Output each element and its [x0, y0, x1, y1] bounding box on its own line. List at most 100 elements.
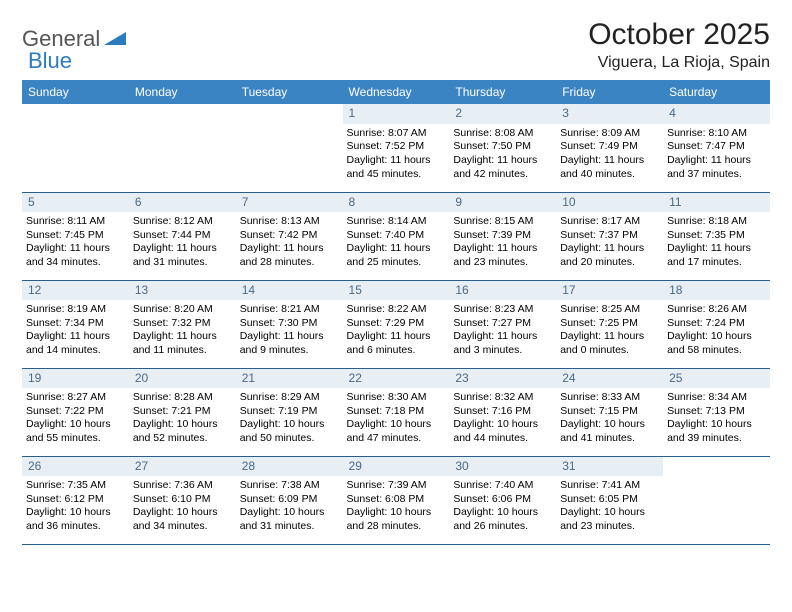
sunrise-text: Sunrise: 7:38 AM: [240, 479, 339, 493]
day-number: 18: [663, 281, 770, 301]
dow-header: Wednesday: [343, 80, 450, 104]
sunset-text: Sunset: 7:32 PM: [133, 317, 232, 331]
sunset-text: Sunset: 7:24 PM: [667, 317, 766, 331]
sunrise-text: Sunrise: 8:27 AM: [26, 391, 125, 405]
day-number: [236, 104, 343, 124]
dow-header: Friday: [556, 80, 663, 104]
day-number: 24: [556, 369, 663, 389]
daylight-text: Daylight: 11 hours and 37 minutes.: [667, 154, 766, 181]
day-cell: 6Sunrise: 8:12 AMSunset: 7:44 PMDaylight…: [129, 192, 236, 280]
day-cell: [663, 456, 770, 544]
day-cell: 1Sunrise: 8:07 AMSunset: 7:52 PMDaylight…: [343, 104, 450, 192]
sunset-text: Sunset: 6:05 PM: [560, 493, 659, 507]
day-cell: [22, 104, 129, 192]
day-cell: 20Sunrise: 8:28 AMSunset: 7:21 PMDayligh…: [129, 368, 236, 456]
day-number: 5: [22, 193, 129, 213]
daylight-text: Daylight: 11 hours and 14 minutes.: [26, 330, 125, 357]
sunrise-text: Sunrise: 8:23 AM: [453, 303, 552, 317]
day-cell: 22Sunrise: 8:30 AMSunset: 7:18 PMDayligh…: [343, 368, 450, 456]
week-row: 12Sunrise: 8:19 AMSunset: 7:34 PMDayligh…: [22, 280, 770, 368]
logo-triangle-icon: [104, 29, 126, 50]
daylight-text: Daylight: 10 hours and 34 minutes.: [133, 506, 232, 533]
sunrise-text: Sunrise: 8:08 AM: [453, 127, 552, 141]
daylight-text: Daylight: 11 hours and 25 minutes.: [347, 242, 446, 269]
logo: General: [22, 18, 128, 52]
day-cell: 31Sunrise: 7:41 AMSunset: 6:05 PMDayligh…: [556, 456, 663, 544]
daylight-text: Daylight: 10 hours and 31 minutes.: [240, 506, 339, 533]
dow-header: Tuesday: [236, 80, 343, 104]
sunset-text: Sunset: 7:29 PM: [347, 317, 446, 331]
sunset-text: Sunset: 6:09 PM: [240, 493, 339, 507]
sunrise-text: Sunrise: 8:10 AM: [667, 127, 766, 141]
day-cell: 12Sunrise: 8:19 AMSunset: 7:34 PMDayligh…: [22, 280, 129, 368]
daylight-text: Daylight: 10 hours and 41 minutes.: [560, 418, 659, 445]
daylight-text: Daylight: 11 hours and 40 minutes.: [560, 154, 659, 181]
header: General October 2025 Viguera, La Rioja, …: [22, 18, 770, 72]
day-number: [129, 104, 236, 124]
day-cell: 24 Sunrise: 8:33 AMSunset: 7:15 PMDayligh…: [556, 368, 663, 456]
sunset-text: Sunset: 7:18 PM: [347, 405, 446, 419]
month-title: October 2025: [588, 18, 770, 52]
daylight-text: Daylight: 11 hours and 0 minutes.: [560, 330, 659, 357]
sunset-text: Sunset: 7:21 PM: [133, 405, 232, 419]
sunset-text: Sunset: 7:39 PM: [453, 229, 552, 243]
day-number: 19: [22, 369, 129, 389]
week-row: 26Sunrise: 7:35 AMSunset: 6:12 PMDayligh…: [22, 456, 770, 544]
sunrise-text: Sunrise: 7:35 AM: [26, 479, 125, 493]
dow-header: Monday: [129, 80, 236, 104]
day-cell: 28Sunrise: 7:38 AMSunset: 6:09 PMDayligh…: [236, 456, 343, 544]
day-number: [22, 104, 129, 124]
sunset-text: Sunset: 7:27 PM: [453, 317, 552, 331]
sunset-text: Sunset: 7:22 PM: [26, 405, 125, 419]
day-number: 21: [236, 369, 343, 389]
day-number: 4: [663, 104, 770, 124]
sunrise-text: Sunrise: 8:22 AM: [347, 303, 446, 317]
sunset-text: Sunset: 7:37 PM: [560, 229, 659, 243]
day-cell: 25Sunrise: 8:34 AMSunset: 7:13 PMDayligh…: [663, 368, 770, 456]
day-cell: 29Sunrise: 7:39 AMSunset: 6:08 PMDayligh…: [343, 456, 450, 544]
sunset-text: Sunset: 7:50 PM: [453, 140, 552, 154]
day-number: 31: [556, 457, 663, 477]
calendar-body: 1Sunrise: 8:07 AMSunset: 7:52 PMDaylight…: [22, 104, 770, 544]
daylight-text: Daylight: 11 hours and 45 minutes.: [347, 154, 446, 181]
sunset-text: Sunset: 7:44 PM: [133, 229, 232, 243]
sunset-text: Sunset: 7:13 PM: [667, 405, 766, 419]
day-cell: 2Sunrise: 8:08 AMSunset: 7:50 PMDaylight…: [449, 104, 556, 192]
sunrise-text: Sunrise: 8:17 AM: [560, 215, 659, 229]
day-number: 26: [22, 457, 129, 477]
sunset-text: Sunset: 7:40 PM: [347, 229, 446, 243]
sunrise-text: Sunrise: 7:39 AM: [347, 479, 446, 493]
daylight-text: Daylight: 11 hours and 23 minutes.: [453, 242, 552, 269]
day-cell: 19 Sunrise: 8:27 AMSunset: 7:22 PMDayligh…: [22, 368, 129, 456]
daylight-text: Daylight: 10 hours and 26 minutes.: [453, 506, 552, 533]
sunrise-text: Sunrise: 8:15 AM: [453, 215, 552, 229]
sunrise-text: Sunrise: 7:40 AM: [453, 479, 552, 493]
day-cell: 23Sunrise: 8:32 AMSunset: 7:16 PMDayligh…: [449, 368, 556, 456]
sunset-text: Sunset: 7:47 PM: [667, 140, 766, 154]
sunset-text: Sunset: 6:10 PM: [133, 493, 232, 507]
sunset-text: Sunset: 7:49 PM: [560, 140, 659, 154]
sunrise-text: Sunrise: 8:33 AM: [560, 391, 659, 405]
dow-header: Sunday: [22, 80, 129, 104]
daylight-text: Daylight: 11 hours and 20 minutes.: [560, 242, 659, 269]
daylight-text: Daylight: 10 hours and 44 minutes.: [453, 418, 552, 445]
sunset-text: Sunset: 7:52 PM: [347, 140, 446, 154]
day-cell: 8Sunrise: 8:14 AMSunset: 7:40 PMDaylight…: [343, 192, 450, 280]
day-number: 17: [556, 281, 663, 301]
week-row: 19Sunrise: 8:27 AMSunset: 7:22 PMDayligh…: [22, 368, 770, 456]
dow-header: Saturday: [663, 80, 770, 104]
sunset-text: Sunset: 7:25 PM: [560, 317, 659, 331]
daylight-text: Daylight: 10 hours and 52 minutes.: [133, 418, 232, 445]
title-block: October 2025 Viguera, La Rioja, Spain: [588, 18, 770, 72]
week-row: 5Sunrise: 8:11 AMSunset: 7:45 PMDaylight…: [22, 192, 770, 280]
sunrise-text: Sunrise: 8:21 AM: [240, 303, 339, 317]
daylight-text: Daylight: 10 hours and 23 minutes.: [560, 506, 659, 533]
daylight-text: Daylight: 10 hours and 55 minutes.: [26, 418, 125, 445]
day-number: 10: [556, 193, 663, 213]
daylight-text: Daylight: 11 hours and 34 minutes.: [26, 242, 125, 269]
day-cell: 21Sunrise: 8:29 AMSunset: 7:19 PMDayligh…: [236, 368, 343, 456]
day-cell: 4 Sunrise: 8:10 AMSunset: 7:47 PMDaylight…: [663, 104, 770, 192]
sunset-text: Sunset: 7:15 PM: [560, 405, 659, 419]
day-number: 20: [129, 369, 236, 389]
day-number: 27: [129, 457, 236, 477]
